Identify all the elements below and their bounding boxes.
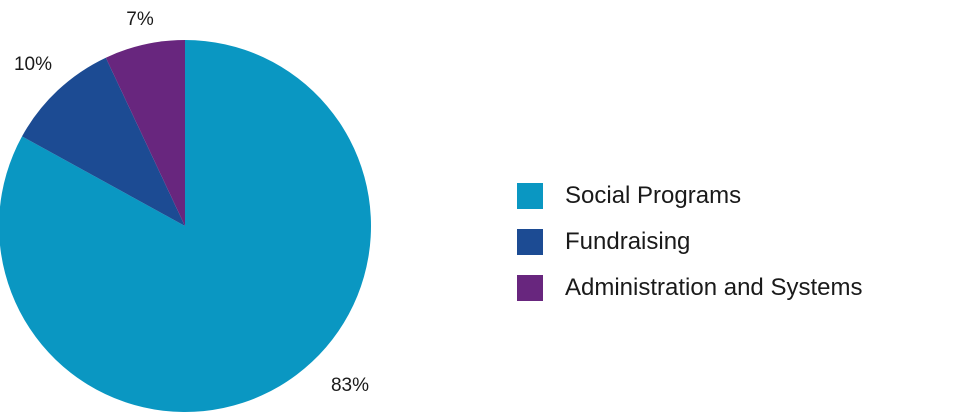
legend-item-fundraising: Fundraising: [517, 219, 957, 265]
slice-label-social-programs: 83%: [331, 375, 369, 396]
legend: Social Programs Fundraising Administrati…: [517, 173, 957, 311]
legend-item-social-programs: Social Programs: [517, 173, 957, 219]
legend-item-administration-and-systems: Administration and Systems: [517, 265, 957, 311]
pie-slices: [0, 40, 371, 412]
legend-swatch-fundraising: [517, 229, 543, 255]
slice-label-administration-and-systems: 7%: [126, 9, 154, 30]
legend-label-administration-and-systems: Administration and Systems: [565, 274, 862, 302]
legend-label-fundraising: Fundraising: [565, 228, 690, 256]
legend-swatch-administration-and-systems: [517, 275, 543, 301]
legend-swatch-social-programs: [517, 183, 543, 209]
slice-label-fundraising: 10%: [14, 54, 52, 75]
legend-label-social-programs: Social Programs: [565, 182, 741, 210]
